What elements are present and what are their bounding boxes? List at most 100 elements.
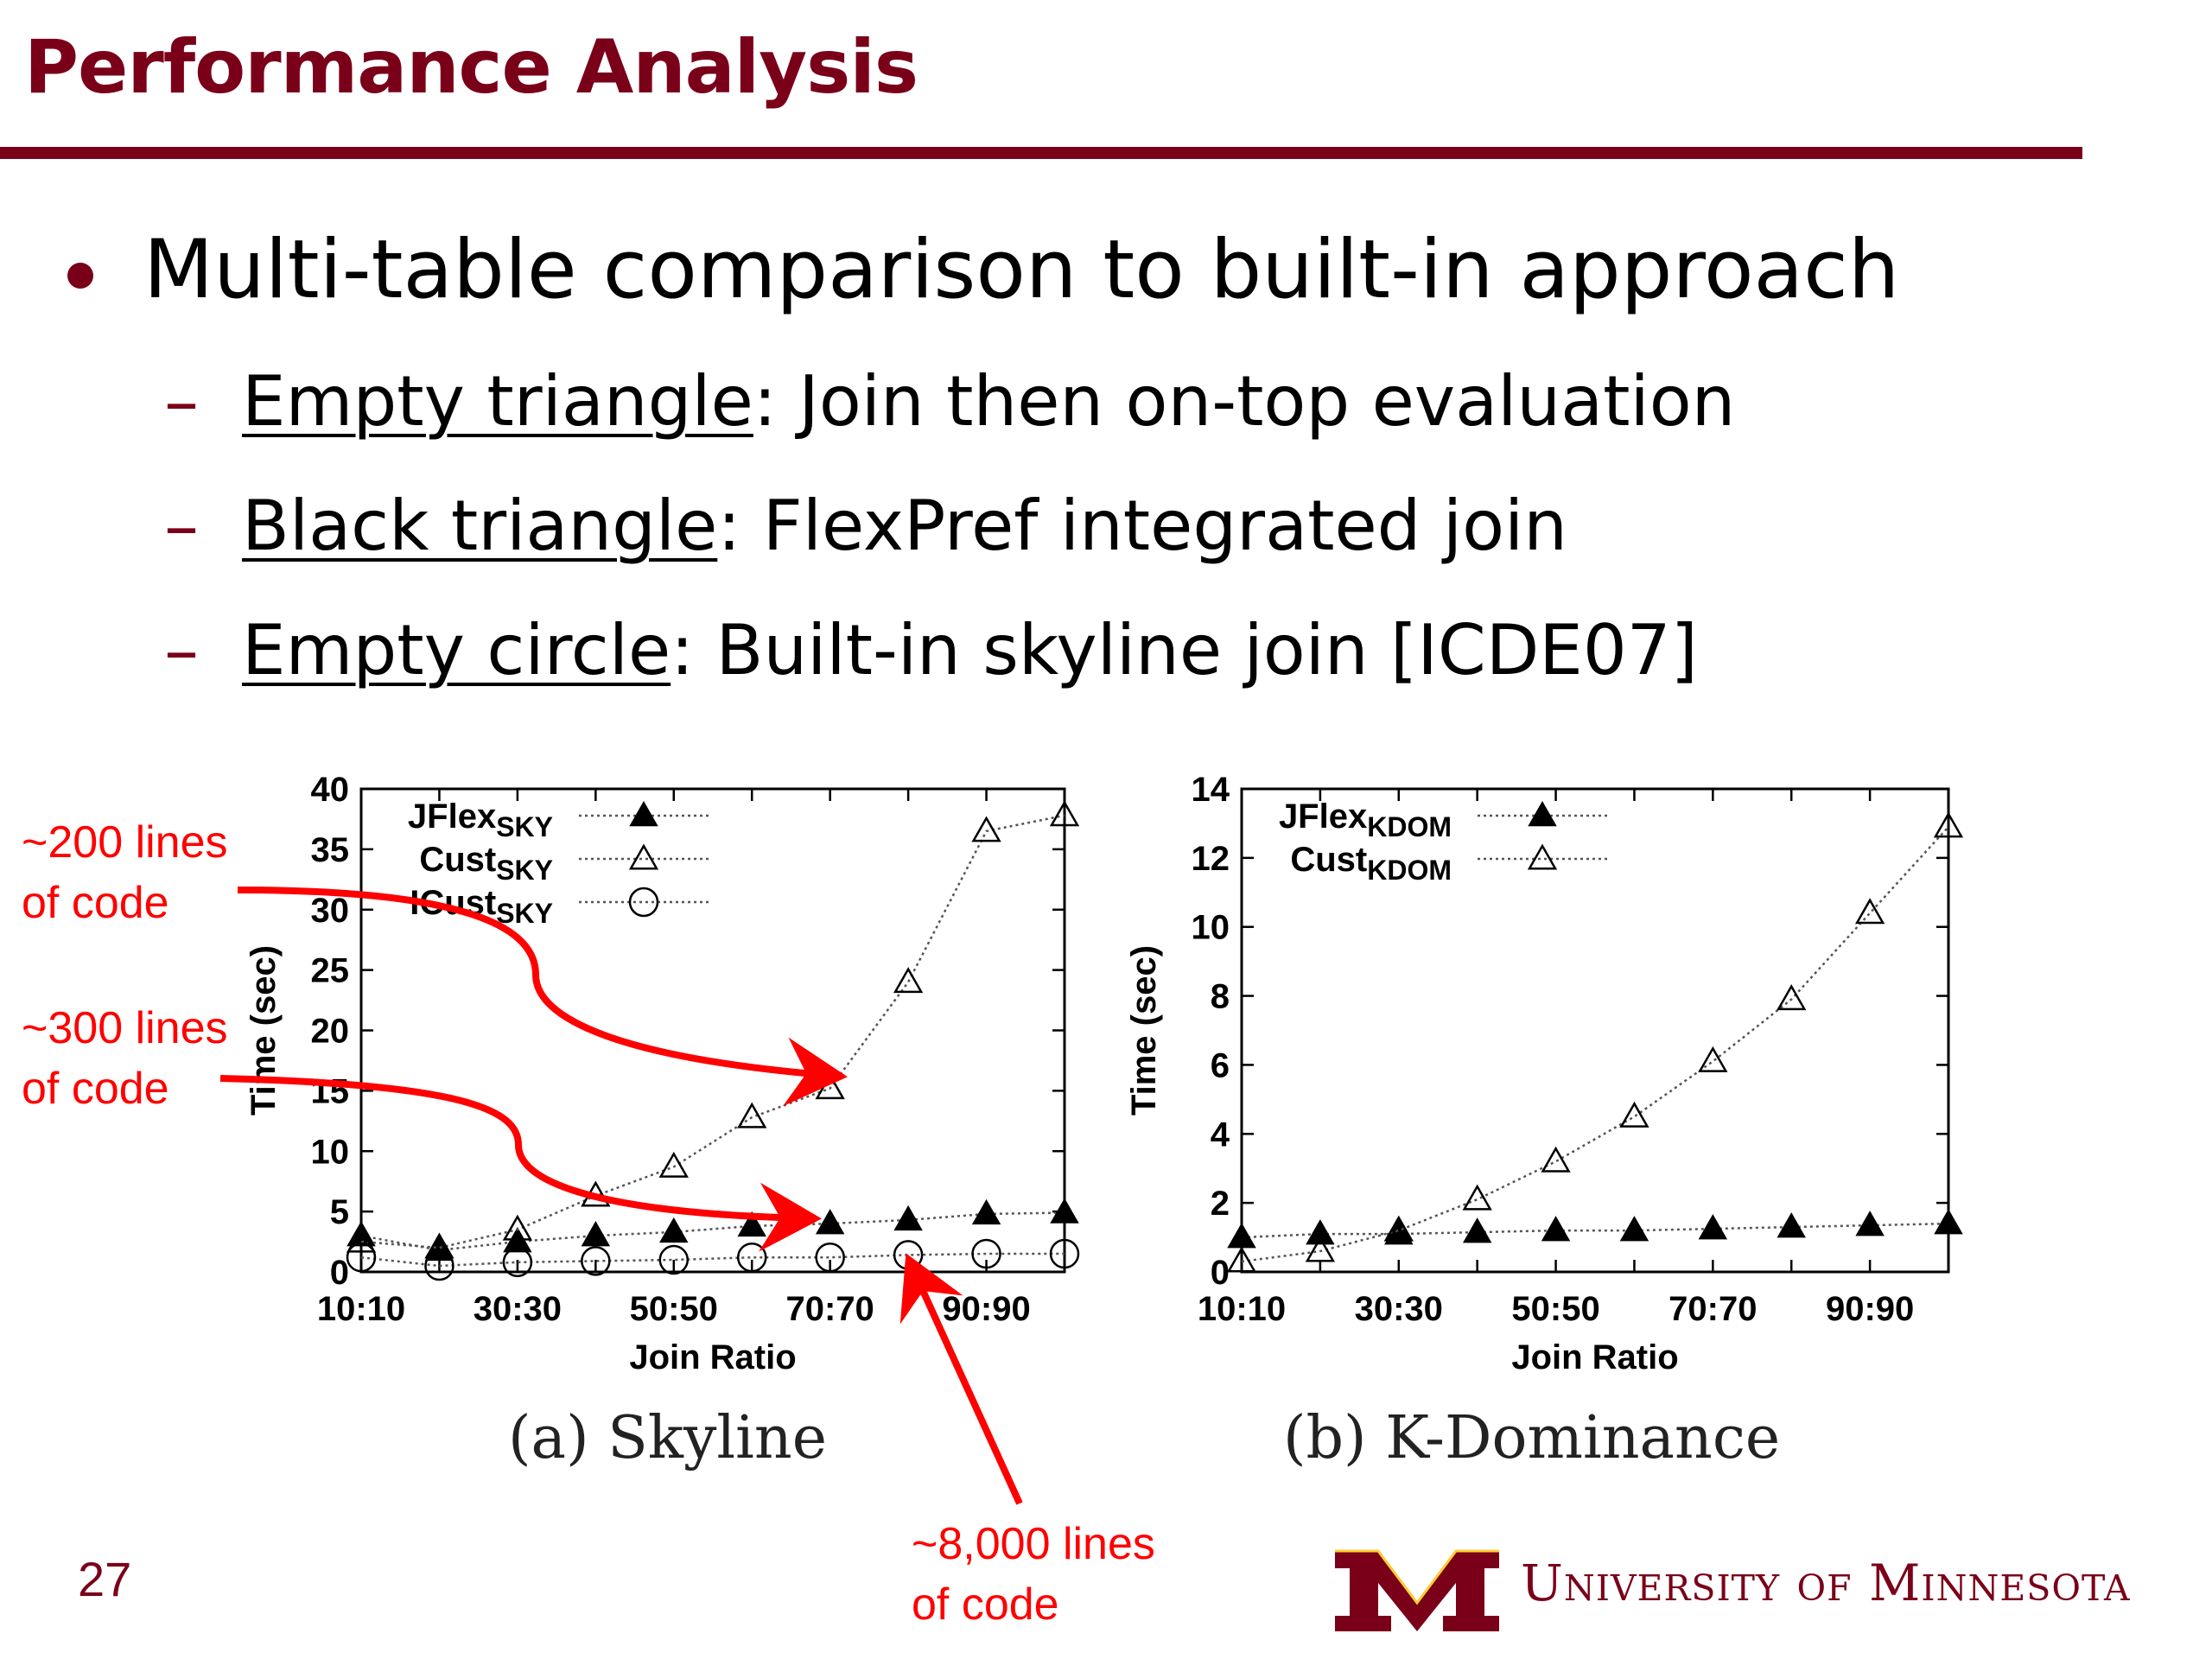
y-tick-label: 35	[311, 831, 350, 869]
dash-icon: –	[164, 486, 199, 566]
series-line	[360, 814, 1065, 1249]
x-tick-label: 30:30	[1355, 1290, 1443, 1328]
annotation-line: ~8,000 lines	[912, 1519, 1155, 1569]
data-point	[1227, 1223, 1256, 1249]
annotation-line: of code	[22, 878, 169, 928]
data-point	[1698, 1214, 1728, 1240]
plot-frame	[1240, 787, 1950, 1274]
data-point	[581, 1221, 611, 1247]
series-line	[360, 1211, 1065, 1252]
data-point	[815, 1242, 845, 1273]
legend-label: CustSKY	[419, 841, 553, 886]
y-axis-label: Time (sec)	[1125, 945, 1163, 1116]
subbullet-term: Empty circle	[242, 610, 671, 690]
title-rule	[0, 147, 2082, 159]
data-point	[1050, 1198, 1079, 1224]
data-point	[1855, 1211, 1885, 1236]
data-point	[424, 1232, 454, 1259]
data-point	[1049, 800, 1080, 827]
data-point	[1619, 1101, 1649, 1128]
y-tick-label: 12	[1192, 840, 1230, 878]
subbullet-term: Black triangle	[242, 486, 718, 566]
university-logo-icon	[1335, 1549, 1499, 1631]
y-tick-label: 8	[1211, 978, 1230, 1016]
slide-title: Performance Analysis	[24, 24, 918, 111]
annotation-line: of code	[912, 1580, 1059, 1630]
data-point	[581, 1246, 611, 1276]
x-tick-label: 70:70	[1669, 1290, 1757, 1328]
subbullet-empty-triangle: – Empty triangle: Join then on-top evalua…	[164, 361, 1735, 442]
data-point	[1854, 898, 1885, 925]
data-point	[1226, 1246, 1257, 1273]
subbullet-term: Empty triangle	[242, 361, 753, 442]
subbullet-black-triangle: – Black triangle: FlexPref integrated joi…	[164, 486, 1567, 566]
data-point	[1777, 1212, 1806, 1238]
x-tick-label: 50:50	[1511, 1290, 1599, 1328]
data-point	[424, 1250, 454, 1281]
annotation-300-lines: ~300 lines of code	[22, 998, 228, 1119]
chart-a-caption: (a) Skyline	[508, 1404, 827, 1472]
y-tick-label: 14	[1192, 771, 1230, 809]
data-point	[1541, 1216, 1571, 1242]
slide-number: 27	[78, 1552, 132, 1606]
data-point	[1462, 1217, 1492, 1243]
data-point	[658, 1244, 690, 1275]
annotation-line: ~300 lines	[22, 1003, 228, 1053]
data-point	[1541, 1146, 1571, 1173]
data-point	[659, 1217, 689, 1243]
annotation-line: of code	[22, 1064, 169, 1114]
data-point	[1933, 811, 1964, 838]
legend-label: CustKDOM	[1290, 841, 1452, 886]
main-bullet: Multi-table comparison to built-in appro…	[143, 223, 1900, 317]
legend-label: JFlexSKY	[408, 798, 553, 842]
annotation-8000-lines: ~8,000 lines of code	[912, 1514, 1155, 1635]
x-axis-label: Join Ratio	[629, 1338, 796, 1376]
annotation-200-lines: ~200 lines of code	[22, 812, 228, 933]
legend-marker	[629, 800, 658, 827]
data-point	[1462, 1184, 1492, 1211]
y-tick-label: 6	[1211, 1046, 1230, 1084]
data-point	[1305, 1236, 1336, 1262]
x-tick-label: 10:10	[317, 1290, 405, 1328]
data-point	[1777, 984, 1807, 1011]
y-tick-label: 40	[311, 771, 350, 809]
annotation-line: ~200 lines	[22, 817, 228, 868]
x-tick-label: 70:70	[786, 1290, 874, 1328]
series-line	[1241, 1222, 1949, 1239]
legend-marker	[1528, 800, 1557, 827]
data-point	[737, 1211, 766, 1237]
data-point	[502, 1247, 533, 1278]
dash-icon: –	[164, 610, 199, 690]
y-tick-label: 4	[1211, 1116, 1230, 1154]
y-tick-label: 10	[1192, 909, 1230, 947]
chart-b-caption: (b) K-Dominance	[1283, 1404, 1781, 1472]
y-tick-label: 2	[1211, 1185, 1230, 1223]
data-point	[815, 1209, 845, 1235]
legend-label: JFlexKDOM	[1279, 798, 1452, 842]
series-line	[1241, 826, 1949, 1263]
data-point	[1619, 1216, 1649, 1242]
data-point	[971, 1198, 1001, 1225]
x-tick-label: 10:10	[1198, 1290, 1286, 1328]
subbullet-empty-circle: – Empty circle: Built-in skyline join [IC…	[164, 610, 1698, 690]
subbullet-text: : Join then on-top evaluation	[753, 361, 1736, 442]
dash-icon: –	[164, 361, 199, 442]
subbullet-text: : Built-in skyline join [ICDE07]	[671, 610, 1698, 690]
legend-marker	[1527, 843, 1558, 870]
data-point	[346, 1226, 377, 1253]
data-point	[1049, 1238, 1080, 1269]
data-point	[346, 1242, 377, 1273]
y-tick-label: 0	[330, 1254, 349, 1292]
bullet-icon	[67, 263, 93, 289]
x-tick-label: 90:90	[1826, 1290, 1914, 1328]
data-point	[1306, 1219, 1335, 1245]
data-point	[971, 816, 1001, 842]
data-point	[1934, 1209, 1963, 1235]
data-point	[1698, 1046, 1728, 1072]
x-tick-label: 30:30	[474, 1290, 562, 1328]
series-jflex-kdom	[1227, 1209, 1963, 1249]
data-point	[502, 1214, 533, 1241]
x-axis-label: Join Ratio	[1511, 1338, 1678, 1376]
